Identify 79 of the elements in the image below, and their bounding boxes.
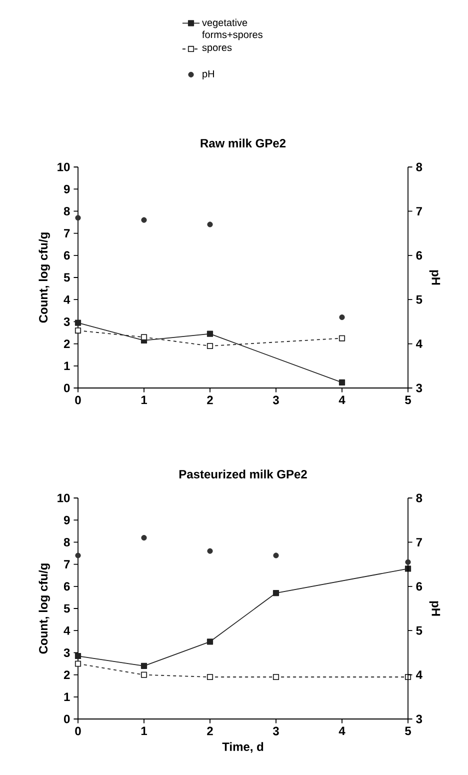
x-tick-label: 0 — [75, 396, 81, 404]
y-tick-label: 6 — [64, 251, 70, 260]
point — [140, 672, 148, 678]
y-tick-label: 0 — [64, 714, 70, 724]
point — [207, 222, 213, 228]
y2-tick-label: 7 — [416, 538, 422, 546]
y2-tick-label: 8 — [416, 162, 422, 172]
point — [206, 674, 214, 680]
y2-tick-label: 6 — [416, 251, 422, 260]
point — [338, 335, 346, 342]
point — [206, 638, 214, 645]
y2-axis-title: pH — [429, 270, 440, 285]
y-tick-label: 10 — [58, 162, 70, 172]
y-tick-label: 5 — [64, 604, 70, 613]
x-tick-label: 0 — [75, 726, 81, 736]
y2-tick-label: 5 — [416, 626, 422, 635]
y2-tick-label: 6 — [416, 582, 422, 591]
y-tick-label: 3 — [64, 317, 70, 326]
x-tick-label: 2 — [207, 726, 213, 736]
point — [141, 534, 147, 541]
point — [74, 320, 82, 326]
y2-axis-title: pH — [429, 601, 440, 616]
y2-tick-label: 7 — [416, 207, 422, 216]
y-tick-label: 7 — [64, 229, 70, 238]
x-tick-label: 3 — [272, 726, 279, 736]
x-tick-label: 5 — [405, 396, 411, 404]
y-tick-label: 6 — [64, 582, 70, 591]
y-tick-label: 8 — [64, 538, 70, 546]
y-tick-label: 4 — [64, 626, 70, 635]
point — [405, 559, 411, 565]
point — [206, 342, 214, 350]
point — [272, 674, 280, 680]
y-tick-label: 1 — [64, 692, 70, 702]
y-tick-label: 2 — [64, 340, 70, 348]
x-tick-label: 4 — [338, 396, 346, 404]
y2-tick-label: 5 — [416, 295, 422, 304]
legend-label: spores — [202, 46, 232, 53]
y-tick-label: 0 — [64, 384, 70, 392]
y2-tick-label: 3 — [416, 384, 422, 392]
y-tick-label: 10 — [58, 494, 70, 502]
x-tick-label: 5 — [405, 726, 411, 736]
y-tick-label: 3 — [64, 648, 70, 657]
point — [75, 552, 81, 558]
x-tick-label: 4 — [338, 726, 346, 736]
y-tick-label: 9 — [64, 184, 70, 194]
chart-title: Pasteurized milk GPe2 — [179, 470, 307, 478]
point — [75, 215, 81, 221]
point — [338, 379, 346, 386]
y-axis-title: Count, log cfu/g — [38, 564, 50, 654]
x-tick-label: 2 — [207, 396, 213, 404]
point — [140, 334, 148, 340]
legend-label: pH — [202, 70, 214, 80]
point — [140, 662, 148, 670]
x-axis-title: Time, d — [222, 742, 264, 753]
point — [74, 327, 82, 334]
point — [339, 314, 345, 320]
y2-tick-label: 4 — [416, 670, 422, 679]
point — [74, 652, 82, 660]
y-tick-label: 8 — [64, 206, 70, 216]
y2-tick-label: 4 — [416, 340, 422, 348]
point — [74, 660, 82, 667]
x-tick-label: 3 — [272, 396, 279, 404]
point — [141, 217, 147, 223]
x-tick-label: 1 — [141, 726, 147, 736]
point — [273, 552, 279, 558]
y2-tick-label: 3 — [416, 714, 422, 724]
y-tick-label: 2 — [64, 670, 70, 679]
point — [272, 590, 280, 596]
point — [206, 330, 214, 337]
chart-title: Raw milk GPe2 — [200, 138, 286, 148]
point — [207, 548, 213, 554]
y2-tick-label: 8 — [416, 494, 422, 502]
y-tick-label: 9 — [64, 516, 70, 524]
y-tick-label: 4 — [64, 295, 70, 304]
y-axis-title: Count, log cfu/g — [38, 232, 50, 323]
x-tick-label: 1 — [141, 396, 147, 404]
y-tick-label: 5 — [64, 273, 70, 282]
y-tick-label: 7 — [64, 560, 70, 568]
y-tick-label: 1 — [64, 362, 70, 370]
